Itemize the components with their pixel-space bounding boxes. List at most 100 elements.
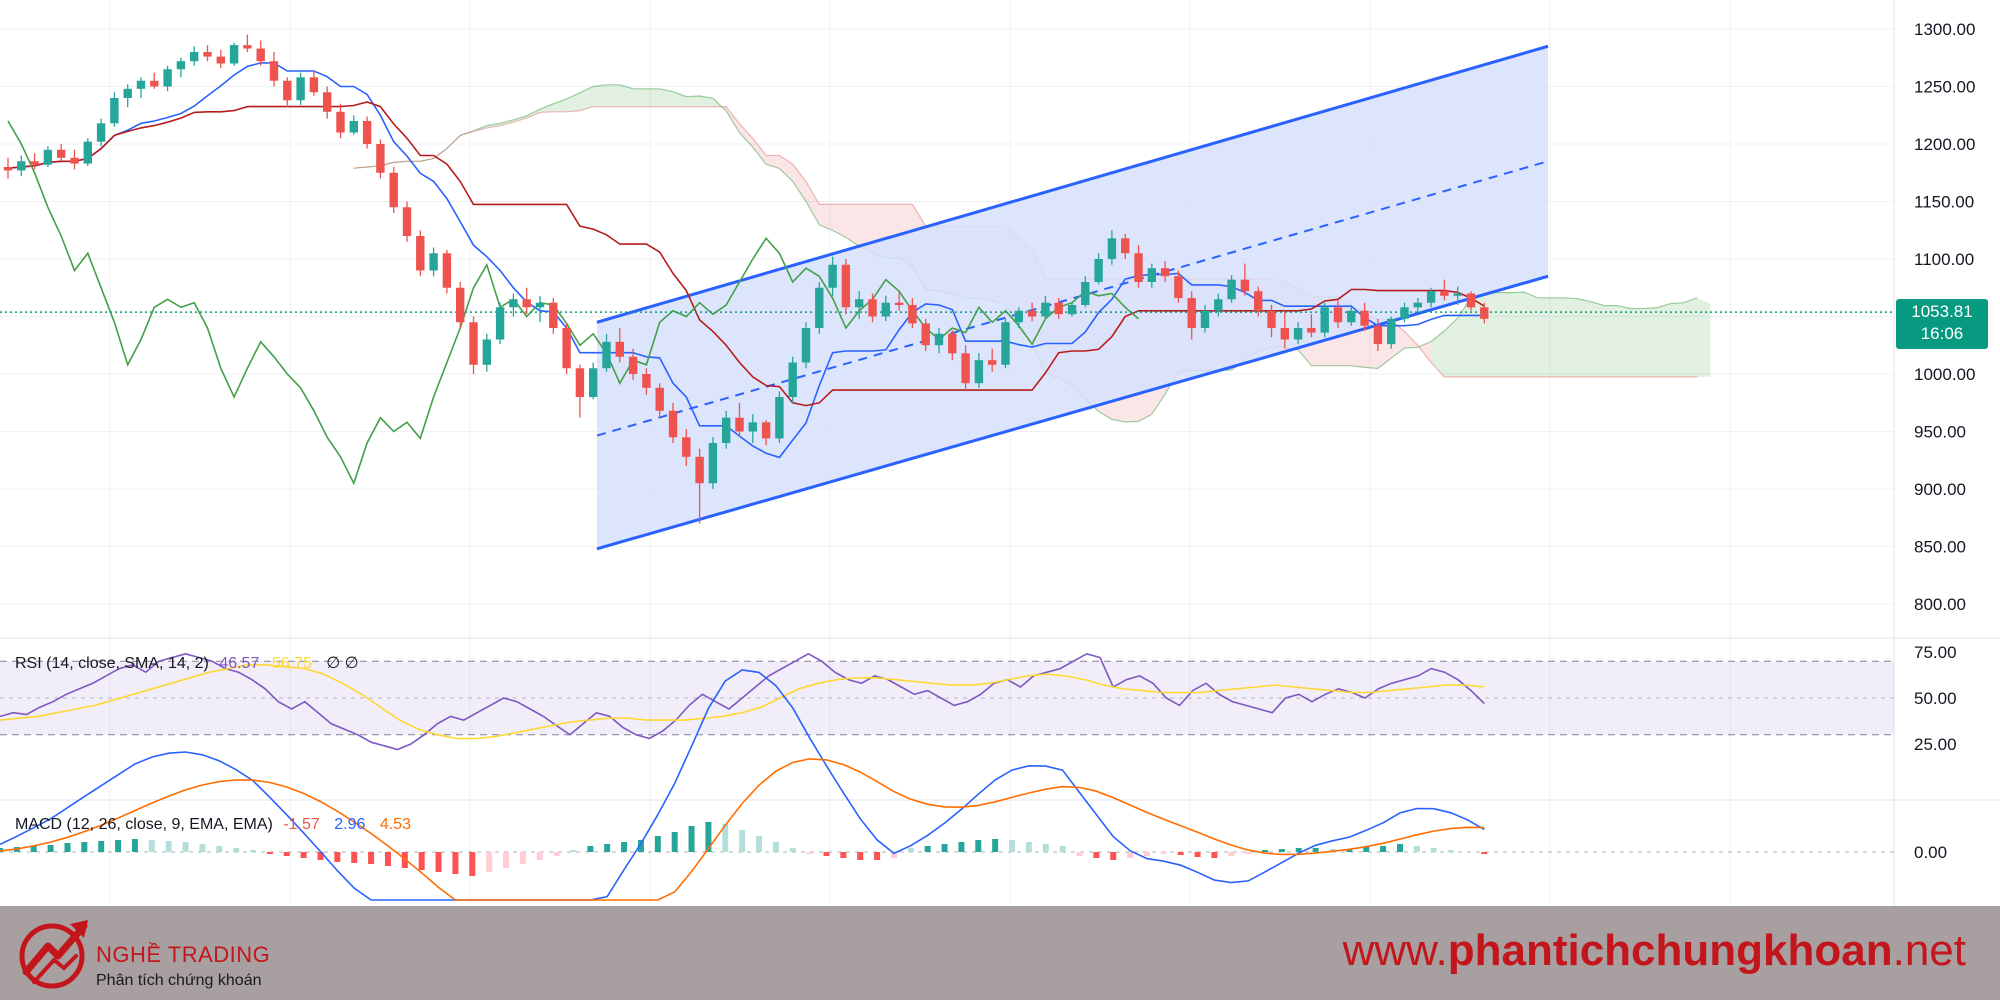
candle[interactable] (509, 293, 518, 317)
candle[interactable] (402, 201, 412, 242)
candle[interactable] (628, 348, 638, 380)
candle[interactable] (1001, 318, 1010, 369)
candle[interactable] (1240, 263, 1250, 296)
candle[interactable] (1200, 305, 1210, 333)
candle[interactable] (269, 52, 279, 87)
candle[interactable] (1373, 318, 1383, 351)
candle[interactable] (948, 330, 957, 361)
candle[interactable] (868, 293, 877, 323)
candle[interactable] (1400, 302, 1409, 323)
candle[interactable] (1466, 291, 1476, 311)
candle[interactable] (841, 259, 851, 315)
candle[interactable] (163, 65, 172, 92)
candle[interactable] (1214, 293, 1223, 317)
candle[interactable] (1293, 322, 1303, 345)
candle[interactable] (655, 383, 664, 418)
candle[interactable] (1307, 314, 1316, 338)
candle[interactable] (216, 49, 225, 69)
channel-median-line[interactable] (596, 160, 1549, 437)
candle[interactable] (788, 356, 797, 403)
candlesticks[interactable] (3, 34, 1489, 524)
candle[interactable] (1041, 295, 1050, 319)
candle[interactable] (668, 402, 678, 443)
candle[interactable] (203, 45, 212, 62)
candle[interactable] (908, 298, 917, 328)
candle[interactable] (695, 448, 704, 524)
candle[interactable] (934, 328, 944, 354)
candle[interactable] (1187, 291, 1196, 340)
price-chart[interactable]: 75.00 50.00 25.00 0.00 1300.00 1250.00 1200.… (0, 0, 2000, 906)
candle[interactable] (642, 368, 651, 395)
candle[interactable] (362, 116, 372, 149)
candle[interactable] (296, 72, 305, 105)
candle[interactable] (1360, 302, 1369, 331)
candle[interactable] (722, 410, 731, 449)
candle[interactable] (1227, 275, 1236, 303)
candle[interactable] (1054, 298, 1063, 319)
candle[interactable] (229, 42, 239, 66)
candle[interactable] (602, 333, 611, 372)
candle[interactable] (828, 256, 837, 296)
candle[interactable] (1426, 287, 1436, 308)
candle[interactable] (1413, 298, 1422, 312)
candle[interactable] (1333, 300, 1343, 328)
candle[interactable] (1121, 233, 1130, 259)
candle[interactable] (123, 84, 132, 108)
candle[interactable] (1387, 316, 1396, 349)
candle[interactable] (1453, 286, 1462, 305)
candle[interactable] (575, 364, 585, 418)
candle[interactable] (190, 46, 199, 66)
candle[interactable] (83, 138, 92, 166)
candle[interactable] (761, 420, 771, 446)
candle[interactable] (376, 139, 385, 179)
candle[interactable] (549, 298, 558, 334)
candle[interactable] (615, 328, 624, 363)
candle[interactable] (1160, 261, 1170, 282)
candle[interactable] (323, 86, 332, 119)
candle[interactable] (775, 391, 784, 443)
candle[interactable] (589, 362, 598, 400)
candle[interactable] (256, 40, 265, 66)
regression-channel[interactable] (596, 44, 1549, 551)
candle[interactable] (1027, 302, 1037, 322)
current-price-tag[interactable]: 1053.81 16:06 (1896, 299, 1988, 349)
candle[interactable] (389, 167, 398, 213)
candle[interactable] (43, 146, 53, 167)
candle[interactable] (708, 437, 718, 489)
candle[interactable] (735, 402, 744, 438)
candle[interactable] (881, 295, 890, 322)
candle[interactable] (96, 118, 106, 147)
candle[interactable] (1320, 302, 1329, 338)
candle[interactable] (1014, 307, 1023, 328)
candle[interactable] (17, 155, 26, 177)
candle[interactable] (562, 323, 571, 374)
candle[interactable] (1440, 279, 1449, 301)
candle[interactable] (442, 249, 452, 294)
candle[interactable] (429, 247, 438, 277)
macd-pane[interactable]: 0.00 (0, 669, 1947, 901)
candle[interactable] (988, 348, 997, 372)
candle[interactable] (1280, 311, 1289, 349)
candle[interactable] (309, 70, 319, 96)
candle[interactable] (535, 295, 545, 323)
candle[interactable] (456, 282, 465, 328)
candle[interactable] (1254, 286, 1263, 317)
candle[interactable] (522, 287, 531, 315)
candle[interactable] (1147, 263, 1156, 288)
candle[interactable] (349, 115, 358, 135)
candle[interactable] (1134, 245, 1143, 288)
candle[interactable] (243, 34, 252, 52)
channel-upper-line[interactable] (596, 44, 1549, 324)
candle[interactable] (682, 429, 691, 466)
candle[interactable] (974, 353, 984, 388)
candle[interactable] (801, 322, 811, 369)
candle[interactable] (1107, 230, 1117, 265)
macd-legend[interactable]: MACD (12, 26, close, 9, EMA, EMA) -1.57 … (15, 816, 411, 833)
candle[interactable] (110, 92, 119, 127)
candle[interactable] (1081, 276, 1090, 308)
candle[interactable] (416, 230, 425, 277)
candle[interactable] (815, 282, 824, 334)
candle[interactable] (1347, 305, 1356, 326)
candle[interactable] (336, 103, 345, 139)
